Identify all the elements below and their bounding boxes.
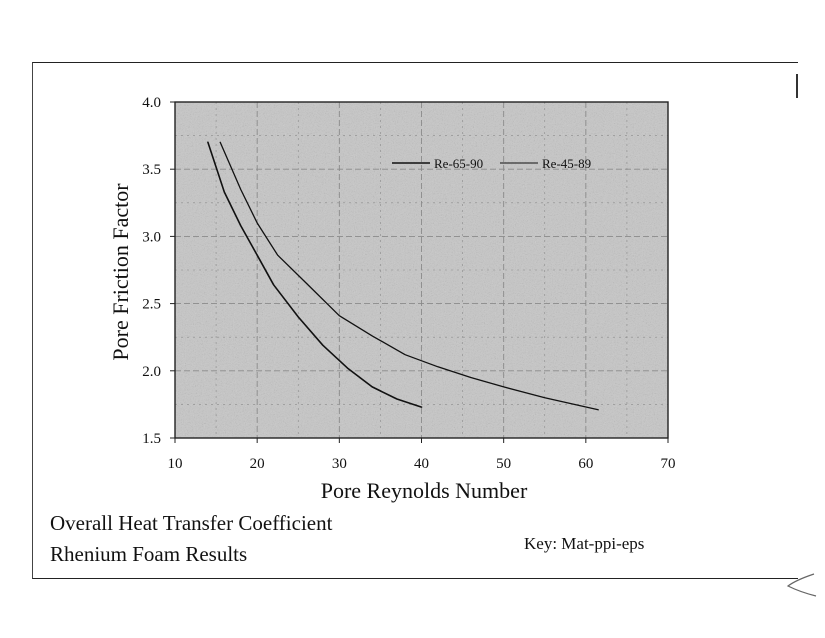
key-note: Key: Mat-ppi-eps <box>524 534 645 553</box>
grid-layer <box>175 102 668 438</box>
legend-label-re-65-90: Re-65-90 <box>434 156 483 171</box>
legend-label-re-45-89: Re-45-89 <box>542 156 591 171</box>
x-tick-label: 60 <box>578 456 593 472</box>
y-tick-label: 1.5 <box>142 431 161 447</box>
x-tick-label: 70 <box>661 456 676 472</box>
x-tick-label: 20 <box>250 456 265 472</box>
y-tick-label: 3.5 <box>142 162 161 178</box>
y-axis-title: Pore Friction Factor <box>108 183 133 361</box>
x-tick-label: 50 <box>496 456 511 472</box>
x-tick-label: 40 <box>414 456 429 472</box>
x-axis-title: Pore Reynolds Number <box>321 478 528 503</box>
figure-frame <box>32 62 798 579</box>
series-line-re-45-89 <box>219 141 599 411</box>
y-tick-label: 4.0 <box>142 95 161 111</box>
axis-layer: 10 20 30 40 50 60 70 1.5 2.0 2.5 3.0 3.5 4.0 <box>142 95 675 472</box>
x-tick-label: 10 <box>168 456 183 472</box>
caption-title: Overall Heat Transfer Coefficient <box>50 511 333 535</box>
y-tick-label: 2.5 <box>142 297 161 313</box>
y-tick-label: 2.0 <box>142 364 161 380</box>
legend: Re-65-90 Re-45-89 <box>392 156 591 171</box>
x-tick-label: 30 <box>332 456 347 472</box>
series-line-re-65-90 <box>207 141 423 408</box>
frame-edge-mark <box>796 74 798 98</box>
series-layer <box>207 141 599 411</box>
y-tick-label: 3.0 <box>142 229 161 245</box>
scan-corner-mark <box>786 573 817 597</box>
caption-subtitle: Rhenium Foam Results <box>50 542 248 566</box>
